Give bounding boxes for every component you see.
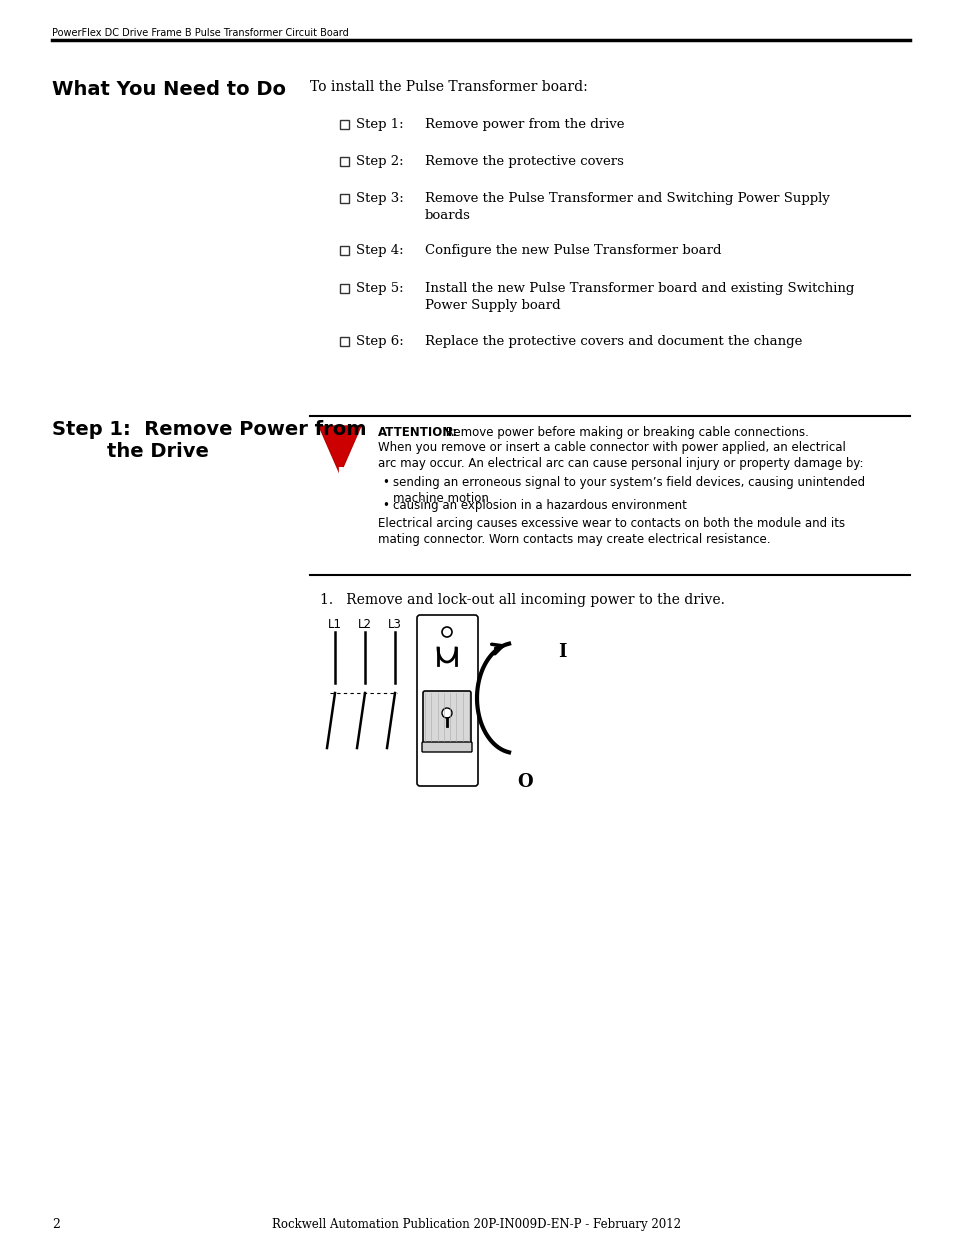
Text: Step 3:: Step 3: <box>355 191 403 205</box>
Text: 1.   Remove and lock-out all incoming power to the drive.: 1. Remove and lock-out all incoming powe… <box>319 593 724 606</box>
Text: Remove the Pulse Transformer and Switching Power Supply
boards: Remove the Pulse Transformer and Switchi… <box>424 191 829 222</box>
Text: !: ! <box>334 466 346 494</box>
Polygon shape <box>318 426 360 474</box>
Text: L3: L3 <box>388 618 401 631</box>
Text: O: O <box>517 773 533 790</box>
Text: •: • <box>381 475 389 489</box>
Text: causing an explosion in a hazardous environment: causing an explosion in a hazardous envi… <box>393 499 686 513</box>
Circle shape <box>441 708 452 718</box>
Text: Remove power from the drive: Remove power from the drive <box>424 119 624 131</box>
Text: PowerFlex DC Drive Frame B Pulse Transformer Circuit Board: PowerFlex DC Drive Frame B Pulse Transfo… <box>52 28 349 38</box>
Bar <box>339 284 349 293</box>
Text: L1: L1 <box>328 618 341 631</box>
Bar <box>339 337 349 346</box>
Bar <box>339 120 349 128</box>
Text: sending an erroneous signal to your system’s field devices, causing unintended
m: sending an erroneous signal to your syst… <box>393 475 864 505</box>
Text: Replace the protective covers and document the change: Replace the protective covers and docume… <box>424 335 801 348</box>
Text: the Drive: the Drive <box>107 442 209 461</box>
Text: Rockwell Automation Publication 20P-IN009D-EN-P - February 2012: Rockwell Automation Publication 20P-IN00… <box>273 1218 680 1231</box>
Circle shape <box>441 627 452 637</box>
Text: What You Need to Do: What You Need to Do <box>52 80 286 99</box>
Text: To install the Pulse Transformer board:: To install the Pulse Transformer board: <box>310 80 587 94</box>
Text: Step 1:  Remove Power from: Step 1: Remove Power from <box>52 420 366 438</box>
Text: Remove the protective covers: Remove the protective covers <box>424 156 623 168</box>
Text: Step 5:: Step 5: <box>355 282 403 295</box>
FancyBboxPatch shape <box>422 692 471 745</box>
Bar <box>339 194 349 203</box>
Text: When you remove or insert a cable connector with power applied, an electrical
ar: When you remove or insert a cable connec… <box>377 441 862 471</box>
Text: I: I <box>558 643 566 661</box>
FancyBboxPatch shape <box>421 742 472 752</box>
Text: Step 6:: Step 6: <box>355 335 403 348</box>
Bar <box>339 157 349 165</box>
Bar <box>339 246 349 254</box>
Text: •: • <box>381 499 389 513</box>
Text: Configure the new Pulse Transformer board: Configure the new Pulse Transformer boar… <box>424 245 720 257</box>
Text: L2: L2 <box>357 618 372 631</box>
Text: Remove power before making or breaking cable connections.: Remove power before making or breaking c… <box>441 426 808 438</box>
FancyBboxPatch shape <box>416 615 477 785</box>
Text: 2: 2 <box>52 1218 60 1231</box>
Text: Install the new Pulse Transformer board and existing Switching
Power Supply boar: Install the new Pulse Transformer board … <box>424 282 854 312</box>
Text: Electrical arcing causes excessive wear to contacts on both the module and its
m: Electrical arcing causes excessive wear … <box>377 517 844 547</box>
Text: Step 1:: Step 1: <box>355 119 403 131</box>
Text: ATTENTION:: ATTENTION: <box>377 426 457 438</box>
Text: Step 4:: Step 4: <box>355 245 403 257</box>
Text: Step 2:: Step 2: <box>355 156 403 168</box>
